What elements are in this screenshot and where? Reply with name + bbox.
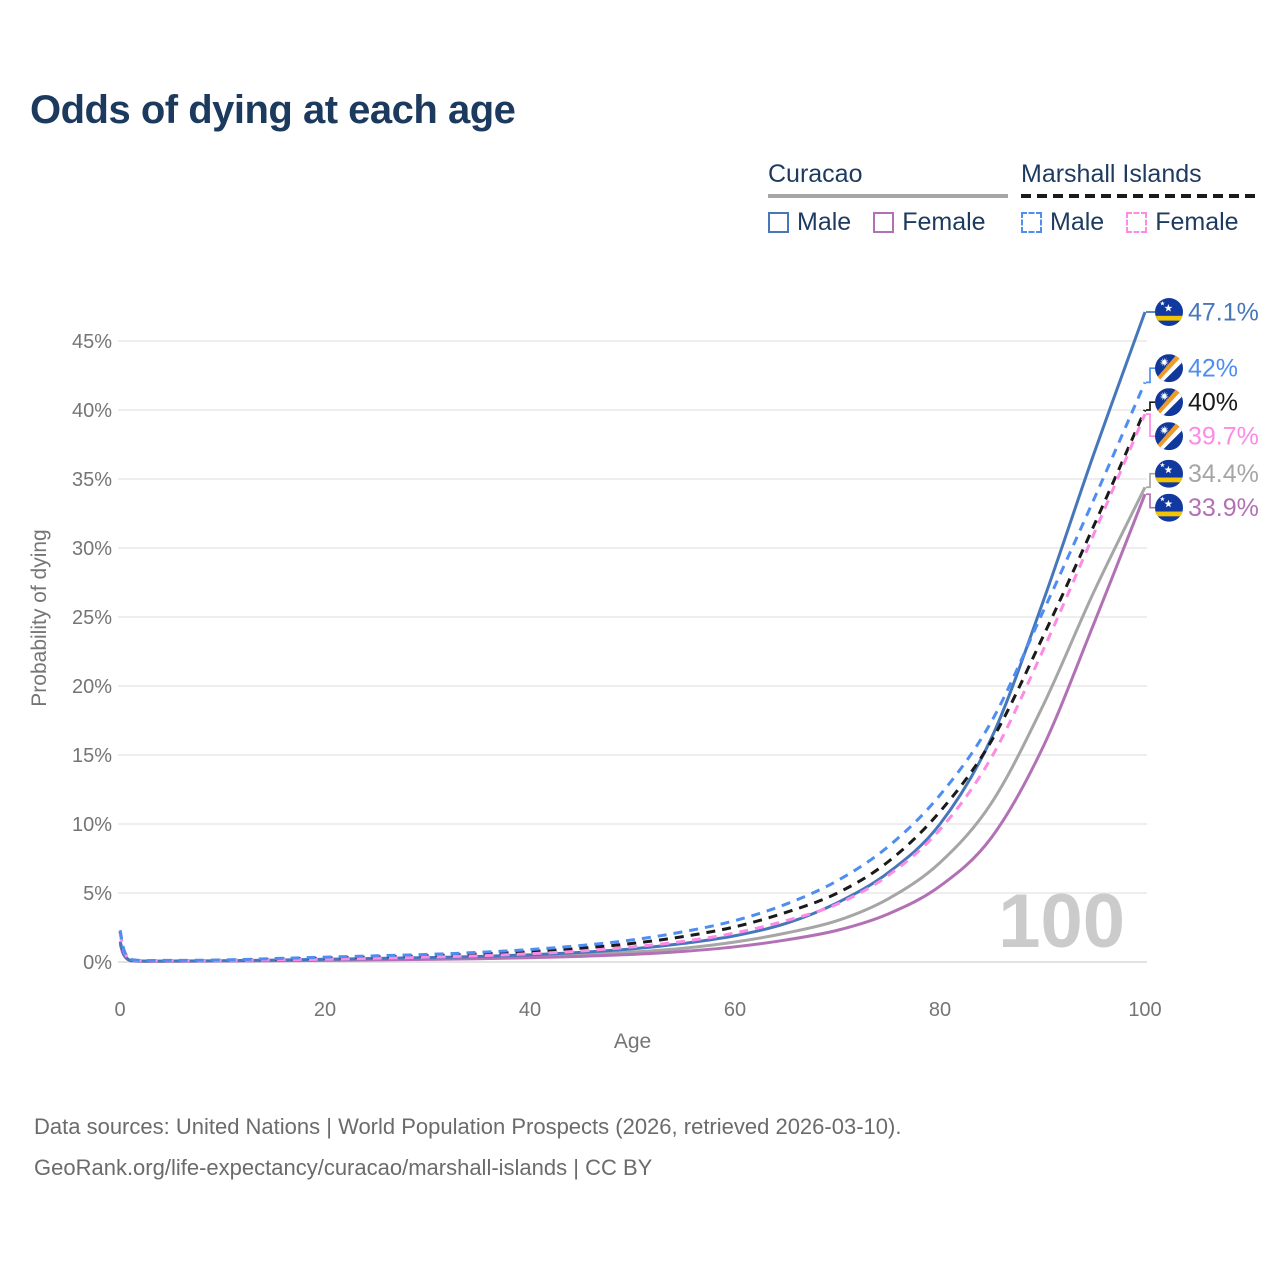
y-tick-label: 40% xyxy=(72,400,112,422)
x-tick-label: 40 xyxy=(519,999,541,1021)
marshall-islands-flag-icon xyxy=(1155,422,1183,451)
label-connector xyxy=(1146,402,1155,410)
x-tick-label: 80 xyxy=(929,999,951,1021)
series-end-value-curacao-male: 47.1% xyxy=(1188,299,1259,327)
series-end-value-curacao-female: 33.9% xyxy=(1188,494,1259,522)
data-source-note: Data sources: United Nations | World Pop… xyxy=(34,1106,901,1147)
curacao-flag-icon xyxy=(1155,460,1183,488)
x-tick-label: 100 xyxy=(1128,999,1161,1021)
marshall-islands-flag-icon xyxy=(1155,354,1183,383)
curacao-flag-icon xyxy=(1155,298,1183,326)
label-connector xyxy=(1146,368,1155,382)
series-end-value-marshall-islands-female: 39.7% xyxy=(1188,423,1259,451)
attribution-note: GeoRank.org/life-expectancy/curacao/mars… xyxy=(34,1147,901,1188)
series-line-marshall-islands-female[interactable] xyxy=(120,414,1145,961)
series-end-value-marshall-islands-male: 42% xyxy=(1188,355,1238,383)
y-tick-label: 30% xyxy=(72,538,112,560)
series-line-curacao-both-sexes[interactable] xyxy=(120,487,1145,961)
y-axis-title: Probability of dying xyxy=(28,529,51,706)
x-tick-label: 0 xyxy=(114,999,125,1021)
y-tick-label: 45% xyxy=(72,331,112,353)
x-tick-label: 20 xyxy=(314,999,336,1021)
label-connector xyxy=(1146,474,1155,488)
y-tick-label: 15% xyxy=(72,745,112,767)
label-connector xyxy=(1146,494,1155,508)
marshall-islands-flag-icon xyxy=(1155,388,1183,417)
y-tick-label: 20% xyxy=(72,676,112,698)
chart-footer: Data sources: United Nations | World Pop… xyxy=(34,1106,901,1188)
series-end-value-marshall-islands-both-sexes: 40% xyxy=(1188,389,1238,417)
label-connector xyxy=(1146,414,1155,436)
x-tick-label: 60 xyxy=(724,999,746,1021)
x-axis-title: Age xyxy=(614,1030,651,1053)
y-tick-label: 25% xyxy=(72,607,112,629)
series-end-value-curacao-both-sexes: 34.4% xyxy=(1188,460,1259,488)
series-line-curacao-female[interactable] xyxy=(120,494,1145,961)
hover-age-watermark: 100 xyxy=(998,879,1125,964)
y-tick-label: 0% xyxy=(83,952,112,974)
y-tick-label: 10% xyxy=(72,814,112,836)
y-tick-label: 5% xyxy=(83,883,112,905)
series-line-marshall-islands-male[interactable] xyxy=(120,382,1145,960)
curacao-flag-icon xyxy=(1155,494,1183,522)
y-tick-label: 35% xyxy=(72,469,112,491)
